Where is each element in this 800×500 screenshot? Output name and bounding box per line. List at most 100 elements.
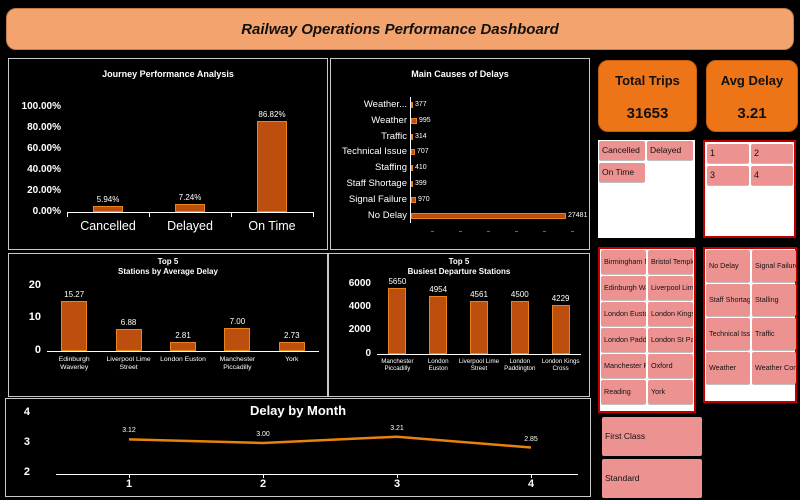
category-label: London Paddington [504, 358, 536, 373]
y-axis-label: 60.00% [27, 142, 61, 154]
slicer-tile-weather[interactable]: Weather [706, 352, 750, 384]
dashboard-title: Railway Operations Performance Dashboard [241, 20, 559, 38]
category-label: Technical Issue [342, 146, 407, 158]
slicer-tile-oxford[interactable]: Oxford [648, 354, 693, 378]
bar-no-delay[interactable] [411, 212, 566, 219]
category-label: Manchester Piccadilly [381, 358, 414, 373]
y-axis-line [410, 97, 411, 224]
y-axis-label: 80.00% [27, 121, 61, 133]
journey-performance-chart: Journey Performance Analysis 0.00% 20.00%… [8, 58, 328, 250]
slicer-tile-london-paddin[interactable]: London Paddin... [601, 328, 646, 352]
slicer-tile-weather-con[interactable]: Weather Con... [752, 352, 796, 384]
data-label: 4954 [429, 285, 448, 294]
bar-london-euston[interactable] [429, 296, 448, 354]
x-axis-line [47, 351, 319, 352]
bar-cancelled[interactable] [93, 206, 123, 212]
total-trips-card: Total Trips 31653 [598, 60, 697, 132]
x-axis-tick [515, 231, 518, 232]
slicer-tile-4[interactable]: 4 [751, 166, 793, 185]
bar-london-paddington[interactable] [510, 301, 529, 354]
slicer-tile-birmingham-ne[interactable]: Birmingham Ne... [601, 250, 646, 274]
slicer-tile-staff-shortage[interactable]: Staff Shortage [706, 284, 750, 316]
bar-weather[interactable] [411, 101, 413, 108]
bar-manchester-piccadilly[interactable] [388, 288, 407, 354]
delay-line-series[interactable] [6, 399, 590, 496]
data-label: 410 [415, 164, 427, 172]
bar-manchester-piccadilly[interactable] [224, 328, 251, 351]
x-axis-tick [397, 474, 398, 478]
slicer-tile-technical-iss[interactable]: Technical Iss... [706, 318, 750, 350]
bar-london-kings-cross[interactable] [551, 305, 570, 354]
bar-staff-shortage[interactable] [411, 180, 413, 187]
category-label: Signal Failure [348, 193, 407, 205]
bar-on-time[interactable] [257, 121, 287, 212]
slicer-tile-london-st-pan[interactable]: London St Pan... [648, 328, 693, 352]
slicer-tile-edinburgh-wav[interactable]: Edinburgh Wav... [601, 276, 646, 300]
slicer-tile-liverpool-lime[interactable]: Liverpool Lime ... [648, 276, 693, 300]
y-axis-label: 20 [28, 278, 41, 291]
slicer-tile-no-delay[interactable]: No Delay [706, 250, 750, 282]
slicer-tile-traffic[interactable]: Traffic [752, 318, 796, 350]
data-label: 4561 [470, 290, 488, 299]
x-axis-tick [543, 231, 546, 232]
y-axis-label: 3 [23, 436, 30, 448]
x-axis-tick [313, 212, 314, 217]
slicer-tile-bristol-temple[interactable]: Bristol Temple ... [648, 250, 693, 274]
category-label: Liverpool Lime Street [106, 356, 151, 371]
bar-liverpool-lime-street[interactable] [115, 329, 142, 351]
data-label: 4500 [510, 290, 529, 299]
bar-liverpool-lime-street[interactable] [470, 301, 488, 354]
slicer-tile-2[interactable]: 2 [751, 144, 793, 163]
category-label: Delayed [167, 219, 213, 233]
data-label: 3.21 [390, 424, 404, 432]
y-axis-label: 0 [365, 347, 371, 359]
slicer-tile-york[interactable]: York [648, 380, 693, 404]
bar-delayed[interactable] [175, 204, 205, 212]
slicer-tile-1[interactable]: 1 [707, 144, 749, 163]
x-axis-line [67, 212, 313, 213]
slicer-tile-reading[interactable]: Reading [601, 380, 646, 404]
bar-traffic[interactable] [411, 133, 413, 140]
slicer-tile-3[interactable]: 3 [707, 166, 749, 185]
slicer-tile-stalling[interactable]: Stalling [752, 284, 796, 316]
y-axis-label: 6000 [348, 277, 371, 289]
x-axis-tick [431, 231, 434, 232]
y-axis-label: 10 [28, 311, 41, 324]
data-label: 707 [417, 148, 429, 156]
x-axis-label: 3 [393, 478, 401, 490]
avg-delay-value: 3.21 [737, 105, 767, 122]
bar-technical-issue[interactable] [411, 149, 415, 156]
x-axis-tick [263, 474, 264, 478]
category-label: Weather... [363, 98, 407, 110]
bar-signal-failure[interactable] [411, 196, 416, 203]
x-axis-tick [571, 231, 574, 232]
category-label: London Euston [160, 356, 206, 363]
slicer-tile-manchester-pi[interactable]: Manchester Pi... [601, 354, 646, 378]
slicer-tile-cancelled[interactable]: Cancelled [599, 141, 645, 160]
bar-weather[interactable] [411, 117, 417, 124]
x-axis-tick [129, 474, 130, 478]
status-slicer: Cancelled Delayed On Time [598, 140, 695, 238]
bar-york[interactable] [278, 342, 305, 351]
bar-london-euston[interactable] [170, 342, 196, 351]
data-label: 995 [419, 116, 431, 124]
slicer-tile-delayed[interactable]: Delayed [647, 141, 693, 160]
category-label: Edinburgh Waverley [58, 356, 90, 371]
y-axis-label: 0 [34, 343, 41, 356]
data-label: 399 [415, 179, 427, 187]
slicer-tile-london-kings[interactable]: London Kings ... [648, 302, 693, 326]
station-slicer: Birmingham Ne...Bristol Temple ...Edinbu… [598, 247, 696, 413]
data-label: 7.00 [229, 317, 246, 326]
chart-title: Journey Performance Analysis [102, 69, 234, 79]
avg-delay-card: Avg Delay 3.21 [706, 60, 798, 132]
data-label: 27481 [568, 211, 588, 219]
slicer-tile-first-class[interactable]: First Class [602, 417, 702, 456]
bar-staffing[interactable] [411, 165, 413, 172]
slicer-tile-signal-failure[interactable]: Signal Failure [752, 250, 796, 282]
bar-edinburgh-waverley[interactable] [61, 301, 88, 351]
slicer-tile-on-time[interactable]: On Time [599, 163, 645, 182]
slicer-tile-london-euston[interactable]: London Euston [601, 302, 646, 326]
slicer-tile-standard[interactable]: Standard [602, 459, 702, 498]
